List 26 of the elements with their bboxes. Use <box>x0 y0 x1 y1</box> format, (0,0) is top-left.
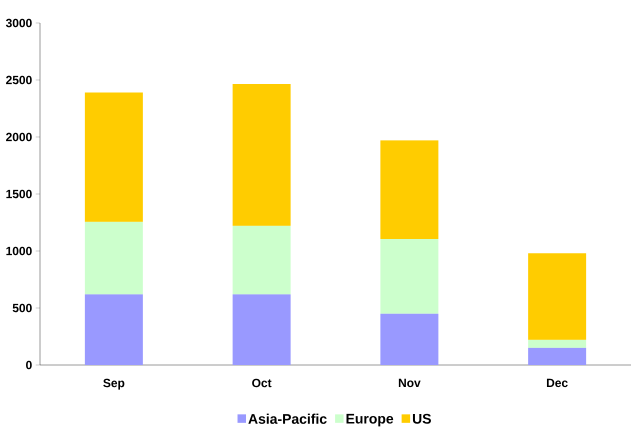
bar <box>232 226 291 294</box>
bar <box>528 253 586 340</box>
y-tick-label: 0 <box>26 360 32 370</box>
y-tick-label: 500 <box>12 304 32 312</box>
bar <box>84 92 143 222</box>
y-tick-label: 3000 <box>6 18 32 28</box>
legend-label: Asia-Pacific <box>248 414 327 424</box>
y-tick-label: 1500 <box>6 190 32 198</box>
x-tick-label: Oct <box>252 378 272 388</box>
legend-label: US <box>412 414 431 424</box>
x-tick-label: Nov <box>398 378 421 388</box>
bar <box>380 314 438 365</box>
bar <box>232 84 291 226</box>
bar <box>528 348 586 365</box>
bar <box>380 239 438 314</box>
x-tick-label: Dec <box>546 378 568 388</box>
bar <box>84 222 143 294</box>
bar <box>380 140 438 240</box>
y-tick-label: 2500 <box>6 76 32 84</box>
y-tick-label: 2000 <box>6 132 32 142</box>
legend-label: Europe <box>346 414 394 426</box>
bar <box>232 294 291 365</box>
x-tick-label: Sep <box>103 378 124 390</box>
bar <box>84 294 143 365</box>
bar <box>528 340 586 348</box>
y-tick-label: 1000 <box>6 246 32 256</box>
